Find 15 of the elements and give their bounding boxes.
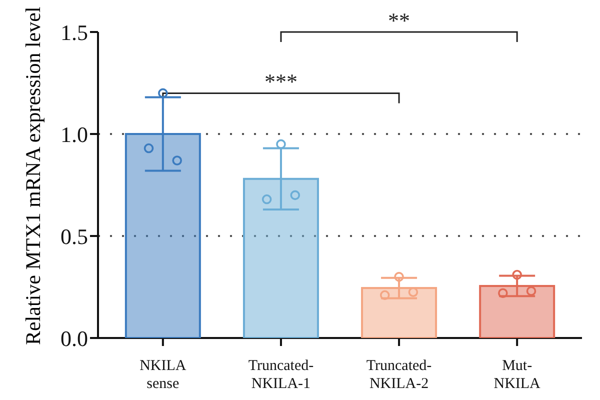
y-tick-label: 1.5: [60, 20, 88, 45]
y-axis-title: Relative MTX1 mRNA expression level: [21, 6, 45, 345]
y-tick-label: 0.0: [60, 326, 88, 351]
bar: [479, 284, 556, 338]
bar: [124, 133, 201, 338]
bar: [242, 178, 319, 338]
annotation: **: [388, 8, 410, 33]
bar: [361, 287, 438, 338]
annotation: ***: [264, 69, 298, 94]
x-tick-label: Truncated-NKILA-1: [248, 358, 314, 392]
x-tick-label: Truncated-NKILA-2: [366, 358, 432, 392]
y-tick-label: 1.0: [60, 122, 88, 147]
y-tick-label: 0.5: [60, 224, 88, 249]
x-tick-label: NKILA sense: [140, 358, 186, 392]
x-tick-label: Mut-NKILA: [494, 358, 541, 392]
